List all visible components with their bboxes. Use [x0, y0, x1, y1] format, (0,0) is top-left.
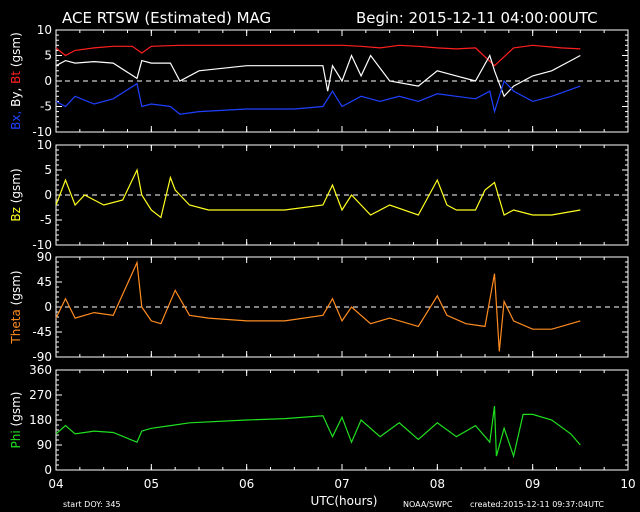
series-line-phi [55, 406, 581, 459]
x-axis-labels: 04 05 06 07 08 09 10 [48, 477, 635, 491]
panel-1: -10 -5 0 5 10 Bx, By, Bt (gsm) [9, 23, 629, 139]
y-tick-label: 0 [44, 463, 52, 477]
created-time: created:2015-12-11 09:37:04UTC [470, 500, 604, 509]
y-tick-label: -90 [32, 350, 52, 364]
y-tick-label: 0 [44, 74, 52, 88]
y-tick-label: -45 [32, 325, 52, 339]
start-doy: start DOY: 345 [63, 500, 121, 509]
y-tick-label: -10 [32, 238, 52, 252]
x-tick-label: 05 [144, 477, 159, 491]
y-tick-label: 90 [37, 250, 52, 264]
panel-frame [55, 369, 629, 471]
y-tick-label: 5 [44, 163, 52, 177]
y-axis-label-part: By, [9, 88, 23, 111]
panels: -10 -5 0 5 10 Bx, By, Bt (gsm) -10 -5 0 5 10 Bz (gs… [9, 23, 629, 477]
y-tick-label: -10 [32, 125, 52, 139]
series-line-bz [55, 168, 581, 219]
y-tick-label: 5 [44, 49, 52, 63]
y-axis-label-part: (gsm) [9, 168, 23, 207]
y-axis-label-part: Bz [9, 207, 23, 222]
y-axis-label: Bz (gsm) [9, 168, 23, 221]
y-tick-label: 180 [29, 413, 52, 427]
y-tick-label: 270 [29, 388, 52, 402]
x-axis-title: UTC(hours) [311, 494, 378, 508]
y-axis-label-part: Theta [9, 309, 23, 344]
x-tick-label: 09 [525, 477, 540, 491]
y-tick-label: 360 [29, 363, 52, 377]
x-tick-label: 06 [239, 477, 254, 491]
y-axis-label-part: (gsm) [9, 270, 23, 309]
y-axis-label: Bx, By, Bt (gsm) [9, 32, 23, 130]
y-tick-label: 90 [37, 438, 52, 452]
y-axis-label-part: (gsm) [9, 392, 23, 431]
x-tick-label: 10 [620, 477, 635, 491]
y-tick-label: -5 [40, 213, 52, 227]
y-tick-label: 0 [44, 188, 52, 202]
series-line-theta [55, 260, 581, 352]
y-tick-label: 10 [37, 23, 52, 37]
source-label: NOAA/SWPC [403, 500, 453, 509]
y-tick-label: 10 [37, 138, 52, 152]
y-axis-label: Phi (gsm) [9, 392, 23, 449]
panel-4: 0 90 180 270 360 Phi (gsm) [9, 363, 629, 477]
series-line-by [55, 53, 581, 98]
series-line-bt [55, 44, 581, 67]
x-tick-label: 08 [430, 477, 445, 491]
series-line-bx [55, 79, 581, 115]
y-axis-label-part: Phi [9, 430, 23, 448]
panel-3: -90 -45 0 45 90 Theta (gsm) [9, 250, 629, 364]
x-tick-label: 04 [48, 477, 63, 491]
y-axis-label-part: (gsm) [9, 32, 23, 71]
y-tick-label: -5 [40, 100, 52, 114]
y-axis-label: Theta (gsm) [9, 270, 23, 344]
y-tick-label: 45 [37, 275, 52, 289]
begin-time: Begin: 2015-12-11 04:00:00UTC [356, 9, 598, 27]
chart-title: ACE RTSW (Estimated) MAG [62, 9, 271, 27]
panel-2: -10 -5 0 5 10 Bz (gsm) [9, 138, 629, 252]
y-tick-label: 0 [44, 300, 52, 314]
y-axis-label-part: Bx, [9, 111, 23, 130]
y-axis-label-part: Bt [9, 71, 23, 88]
x-tick-label: 07 [334, 477, 349, 491]
